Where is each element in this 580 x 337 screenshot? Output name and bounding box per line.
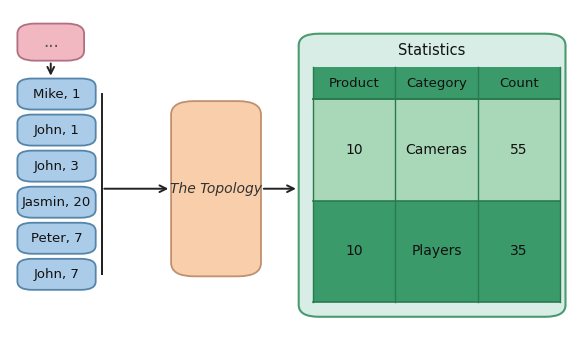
Text: Players: Players <box>411 244 462 258</box>
FancyBboxPatch shape <box>17 24 84 61</box>
Text: Mike, 1: Mike, 1 <box>33 88 80 100</box>
FancyBboxPatch shape <box>17 259 96 290</box>
FancyBboxPatch shape <box>313 67 560 99</box>
Text: 10: 10 <box>346 244 363 258</box>
Text: 55: 55 <box>510 143 527 157</box>
FancyBboxPatch shape <box>313 99 560 201</box>
FancyBboxPatch shape <box>17 115 96 146</box>
Text: John, 3: John, 3 <box>34 160 79 173</box>
Text: Count: Count <box>499 77 538 90</box>
Text: Category: Category <box>406 77 467 90</box>
Text: Cameras: Cameras <box>405 143 467 157</box>
FancyBboxPatch shape <box>313 201 560 302</box>
Text: The Topology: The Topology <box>170 182 262 196</box>
Text: Jasmin, 20: Jasmin, 20 <box>22 196 91 209</box>
Text: John, 7: John, 7 <box>34 268 79 281</box>
FancyBboxPatch shape <box>17 187 96 218</box>
Text: ...: ... <box>43 33 59 51</box>
FancyBboxPatch shape <box>171 101 261 276</box>
Text: 10: 10 <box>346 143 363 157</box>
FancyBboxPatch shape <box>17 223 96 254</box>
Text: 35: 35 <box>510 244 527 258</box>
Text: Product: Product <box>329 77 380 90</box>
Text: Peter, 7: Peter, 7 <box>31 232 82 245</box>
Text: John, 1: John, 1 <box>34 124 79 136</box>
Text: Statistics: Statistics <box>398 43 466 58</box>
FancyBboxPatch shape <box>17 79 96 110</box>
FancyBboxPatch shape <box>299 34 566 317</box>
FancyBboxPatch shape <box>17 151 96 182</box>
